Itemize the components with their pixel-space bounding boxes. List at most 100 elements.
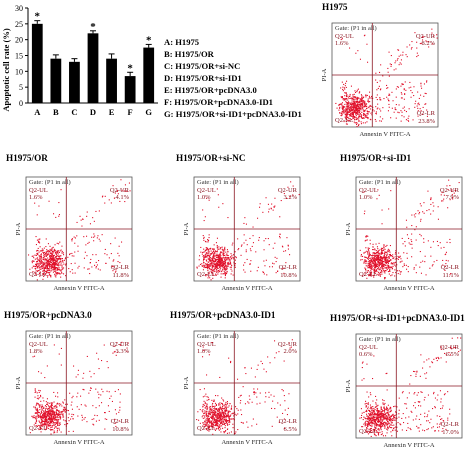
scatter-points bbox=[196, 181, 300, 281]
flow-plot-or-pcdna-id1: Gate: (P1 in all)Q2-UL1.0% Q2-UR2.0% Q2-LL… bbox=[183, 330, 301, 446]
y-tick-label: 15 bbox=[15, 52, 23, 61]
flow-plot-or-siid1-pcdna-id1: Gate: (P1 in all)Q2-UL0.6% Q2-UR6.5% Q2-LL… bbox=[345, 333, 463, 449]
bar bbox=[50, 58, 62, 103]
flow-xlabel: Annexin V FITC-A bbox=[221, 285, 272, 292]
x-tick-label: B bbox=[53, 107, 59, 117]
quadrant-ul-label: Q2-UL bbox=[197, 341, 216, 348]
x-tick-label: A bbox=[34, 107, 41, 117]
quadrant-lr-label: Q2-LR bbox=[279, 418, 298, 425]
y-tick-label: 30 bbox=[15, 4, 23, 13]
flow-ylabel: PI-A bbox=[183, 376, 190, 389]
flow-plot-or-sinc: Gate: (P1 in all)Q2-UL1.0% Q2-UR3.2% Q2-LL… bbox=[183, 176, 301, 292]
y-tick-label: 25 bbox=[15, 20, 23, 29]
quadrant-ll-label: Q2-LL bbox=[335, 117, 353, 124]
scatter-points bbox=[359, 179, 460, 280]
quadrant-ll-label: Q2-LL bbox=[359, 428, 377, 435]
flow-xlabel: Annexin V FITC-A bbox=[53, 439, 104, 446]
y-tick-label: 5 bbox=[19, 83, 23, 92]
flow-plot-h1975: Gate: (P1 in all)Q2-UL1.6% Q2-UR8.2% Q2-LL… bbox=[321, 22, 439, 138]
flow-ylabel: PI-A bbox=[345, 222, 352, 235]
bar bbox=[31, 23, 43, 103]
flow-xlabel: Annexin V FITC-A bbox=[383, 442, 434, 449]
quadrant-ur-label: Q2-UR bbox=[278, 341, 298, 348]
quadrant-ll-label: Q2-LL bbox=[29, 271, 47, 278]
quadrant-lr-value: 6.5% bbox=[283, 426, 297, 433]
y-tick-label: 10 bbox=[15, 67, 23, 76]
quadrant-lr-label: Q2-LR bbox=[441, 421, 460, 428]
quadrant-ul-value: 1.6% bbox=[335, 40, 349, 47]
quadrant-lr-value: 17.0% bbox=[442, 429, 459, 436]
scatter-points bbox=[359, 337, 462, 437]
flow-ylabel: PI-A bbox=[321, 68, 328, 81]
quadrant-ur-value: 8.2% bbox=[421, 40, 435, 47]
gate-label: Gate: (P1 in all) bbox=[359, 336, 401, 343]
quadrant-lr-value: 23.8% bbox=[418, 118, 435, 125]
quadrant-ul-label: Q2-UL bbox=[197, 187, 216, 194]
legend-item: D: H1975/OR+si-ID1 bbox=[164, 73, 242, 83]
quadrant-ur-value: 7.9% bbox=[445, 194, 459, 201]
quadrant-ul-value: 1.0% bbox=[197, 194, 211, 201]
scatter-points bbox=[28, 179, 131, 281]
x-tick-label: C bbox=[71, 107, 77, 117]
quadrant-ur-label: Q2-UR bbox=[416, 33, 436, 40]
scatter-points bbox=[29, 341, 129, 435]
legend-item: B: H1975/OR bbox=[164, 49, 214, 59]
flow-plot-or-pcdna: Gate: (P1 in all)Q2-UL1.8% Q2-UR3.3% Q2-LL… bbox=[15, 330, 133, 446]
x-tick-label: F bbox=[128, 107, 133, 117]
quadrant-ul-label: Q2-UL bbox=[359, 187, 378, 194]
quadrant-ul-value: 1.8% bbox=[29, 348, 43, 355]
bar bbox=[143, 47, 155, 103]
legend-item: E: H1975/OR+pcDNA3.0 bbox=[164, 85, 257, 95]
quadrant-lr-label: Q2-LR bbox=[111, 264, 130, 271]
quadrant-ul-label: Q2-UL bbox=[335, 33, 354, 40]
quadrant-ul-value: 1.6% bbox=[29, 194, 43, 201]
flow-ylabel: PI-A bbox=[345, 379, 352, 392]
bar bbox=[69, 61, 80, 103]
bar bbox=[106, 58, 117, 103]
flow-xlabel: Annexin V FITC-A bbox=[359, 131, 410, 138]
x-tick-label: E bbox=[109, 107, 115, 117]
quadrant-lr-label: Q2-LR bbox=[417, 110, 436, 117]
quadrant-ur-value: 3.3% bbox=[115, 348, 129, 355]
flow-xlabel: Annexin V FITC-A bbox=[53, 285, 104, 292]
quadrant-ul-label: Q2-UL bbox=[29, 341, 48, 348]
quadrant-ul-label: Q2-UL bbox=[359, 344, 378, 351]
quadrant-ur-value: 6.5% bbox=[445, 351, 459, 358]
quadrant-ur-value: 2.0% bbox=[283, 348, 297, 355]
bar bbox=[87, 33, 99, 104]
quadrant-lr-value: 11.8% bbox=[112, 272, 129, 279]
flow-xlabel: Annexin V FITC-A bbox=[383, 285, 434, 292]
flow-ylabel: PI-A bbox=[15, 376, 22, 389]
panel-title-or: H1975/OR bbox=[6, 153, 48, 163]
gate-label: Gate: (P1 in all) bbox=[29, 179, 71, 186]
panel-title-or-siid1: H1975/OR+si-ID1 bbox=[340, 153, 412, 163]
y-tick-label: 0 bbox=[19, 99, 23, 108]
flow-plot-or-siid1: Gate: (P1 in all)Q2-UL1.0% Q2-UR7.9% Q2-LL… bbox=[345, 176, 463, 292]
quadrant-ul-label: Q2-UL bbox=[29, 187, 48, 194]
quadrant-ul-value: 0.6% bbox=[359, 351, 373, 358]
bar bbox=[124, 76, 136, 103]
y-tick-label: 20 bbox=[15, 36, 23, 45]
gate-label: Gate: (P1 in all) bbox=[335, 25, 377, 32]
panel-title-h1975: H1975 bbox=[322, 2, 348, 12]
significance-mark: * bbox=[90, 21, 96, 33]
gate-label: Gate: (P1 in all) bbox=[197, 333, 239, 340]
quadrant-ur-label: Q2-UR bbox=[110, 341, 130, 348]
quadrant-ur-value: 3.2% bbox=[283, 194, 297, 201]
panel-title-or-pcdna-id1: H1975/OR+pcDNA3.0-ID1 bbox=[170, 310, 276, 320]
quadrant-lr-value: 10.8% bbox=[280, 272, 297, 279]
gate-label: Gate: (P1 in all) bbox=[197, 179, 239, 186]
quadrant-ul-value: 1.0% bbox=[197, 348, 211, 355]
quadrant-ur-label: Q2-UR bbox=[278, 187, 298, 194]
gate-label: Gate: (P1 in all) bbox=[29, 333, 71, 340]
x-tick-label: D bbox=[90, 107, 96, 117]
quadrant-ur-label: Q2-UR bbox=[440, 344, 460, 351]
legend-item: C: H1975/OR+si-NC bbox=[164, 61, 241, 71]
quadrant-lr-value: 11.1% bbox=[442, 272, 459, 279]
quadrant-lr-label: Q2-LR bbox=[279, 264, 298, 271]
legend-item: F: H1975/OR+pcDNA3.0-ID1 bbox=[164, 97, 273, 107]
significance-mark: * bbox=[127, 62, 133, 74]
quadrant-ur-value: 4.1% bbox=[115, 194, 129, 201]
quadrant-lr-value: 10.8% bbox=[112, 426, 129, 433]
quadrant-ll-label: Q2-LL bbox=[197, 271, 215, 278]
